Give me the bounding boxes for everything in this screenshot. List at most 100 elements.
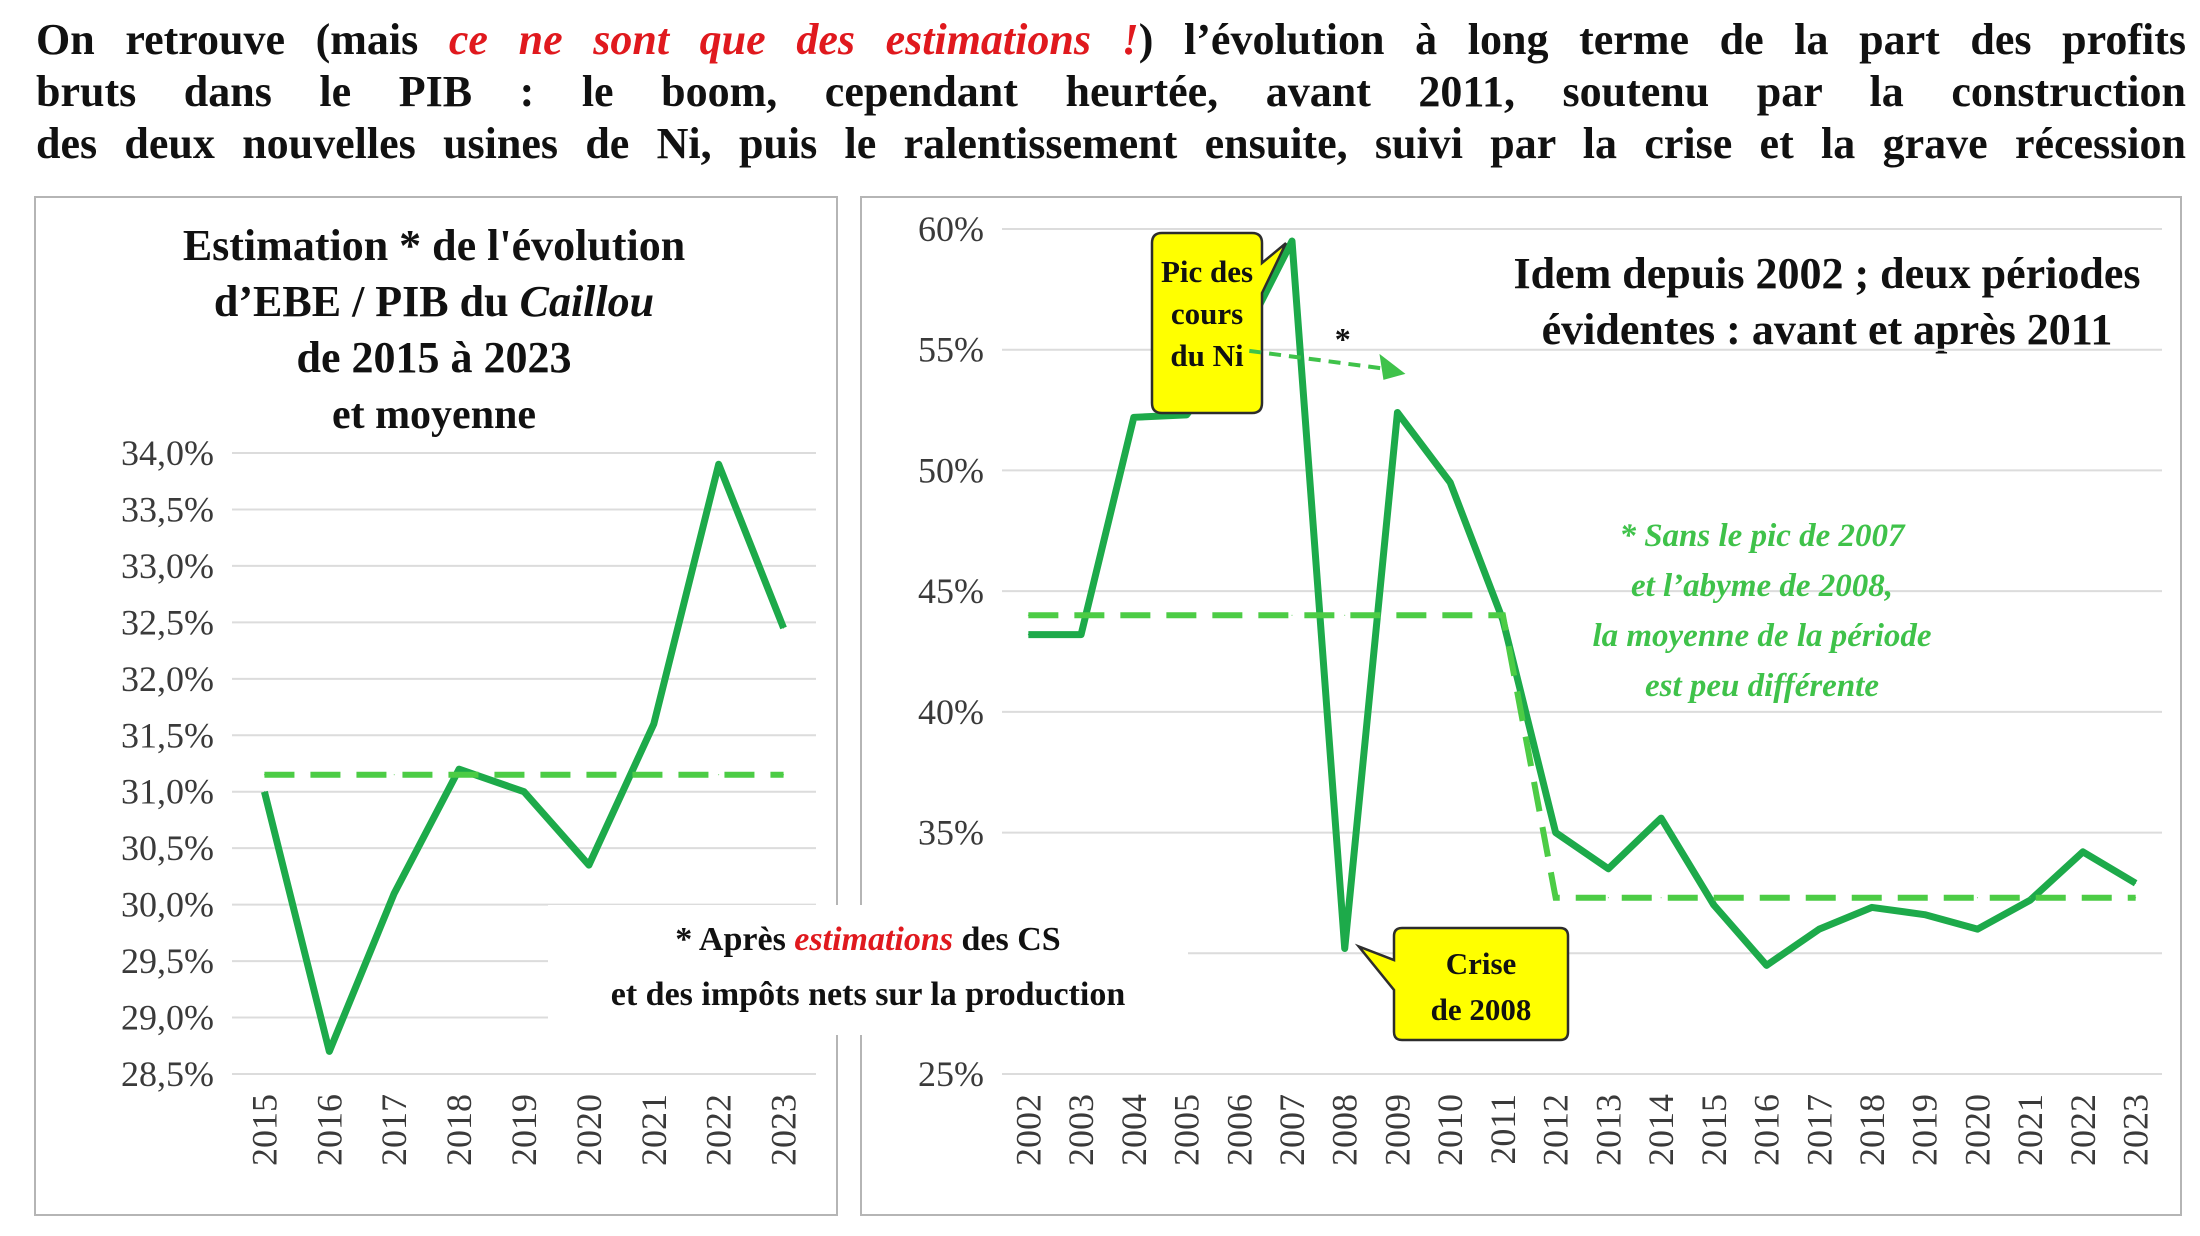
y-tick-label: 45% bbox=[918, 571, 984, 611]
x-tick-label: 2016 bbox=[1747, 1094, 1787, 1166]
data-point bbox=[393, 892, 395, 894]
x-tick-label: 2017 bbox=[374, 1094, 414, 1166]
x-tick-label: 2012 bbox=[1536, 1094, 1576, 1166]
average-series-line bbox=[1028, 612, 2136, 901]
green-note-text: et l’abyme de 2008, bbox=[1631, 568, 1893, 604]
x-tick-label: 2013 bbox=[1588, 1094, 1628, 1166]
y-tick-label: 29,5% bbox=[121, 941, 214, 981]
data-point bbox=[653, 723, 655, 725]
average-point bbox=[718, 774, 720, 776]
y-tick-label: 30,0% bbox=[121, 885, 214, 925]
x-tick-label: 2019 bbox=[504, 1094, 544, 1166]
footnote-line-1: * Après estimations des CS bbox=[675, 921, 1060, 958]
star-marker: * bbox=[1335, 321, 1351, 357]
left-chart: Estimation * de l'évolution d’EBE / PIB d… bbox=[121, 221, 816, 1166]
average-point bbox=[1080, 614, 1082, 616]
data-point bbox=[1818, 928, 1820, 930]
x-tick-label: 2007 bbox=[1272, 1094, 1312, 1166]
peak-callout-text: cours bbox=[1171, 296, 1243, 331]
data-point bbox=[1660, 817, 1662, 819]
intro-paragraph: On retrouve (mais ce ne sont que des est… bbox=[36, 14, 2186, 170]
average-point bbox=[783, 774, 785, 776]
x-tick-label: 2020 bbox=[1957, 1094, 1997, 1166]
average-point bbox=[1186, 614, 1188, 616]
crisis-callout bbox=[1354, 926, 1570, 1042]
intro-red-text: ce ne sont que des estimations ! bbox=[448, 15, 1139, 64]
y-tick-label: 60% bbox=[918, 209, 984, 249]
chart-title-line: évidentes : avant et après 2011 bbox=[1542, 305, 2113, 354]
average-point bbox=[1555, 897, 1557, 899]
y-tick-label: 30,5% bbox=[121, 828, 214, 868]
data-point bbox=[1186, 414, 1188, 416]
intro-line-3: des deux nouvelles usines de Ni, puis le… bbox=[36, 119, 2186, 168]
x-tick-label: 2023 bbox=[764, 1094, 804, 1166]
crisis-callout-text: Crise bbox=[1446, 946, 1517, 981]
data-point bbox=[2029, 899, 2031, 901]
x-tick-label: 2008 bbox=[1325, 1094, 1365, 1166]
x-tick-label: 2002 bbox=[1008, 1094, 1048, 1166]
x-tick-label: 2015 bbox=[1694, 1094, 1734, 1166]
data-point bbox=[783, 627, 785, 629]
y-tick-label: 33,0% bbox=[121, 546, 214, 586]
average-point bbox=[523, 774, 525, 776]
average-point bbox=[653, 774, 655, 776]
data-point bbox=[1766, 964, 1768, 966]
y-tick-label: 32,0% bbox=[121, 659, 214, 699]
average-point bbox=[588, 774, 590, 776]
data-point bbox=[1396, 411, 1398, 413]
y-tick-label: 35% bbox=[918, 813, 984, 853]
average-point bbox=[1713, 897, 1715, 899]
average-point bbox=[1502, 614, 1504, 616]
data-point bbox=[1713, 904, 1715, 906]
chart-title-line: d’EBE / PIB du Caillou bbox=[214, 277, 654, 326]
x-tick-label: 2014 bbox=[1641, 1094, 1681, 1166]
chart-title-line: Idem depuis 2002 ; deux périodes bbox=[1513, 249, 2140, 298]
average-point bbox=[2082, 897, 2084, 899]
chart-title-line: et moyenne bbox=[332, 392, 536, 438]
average-point bbox=[1291, 614, 1293, 616]
y-tick-label: 33,5% bbox=[121, 489, 214, 529]
y-tick-label: 28,5% bbox=[121, 1054, 214, 1094]
data-point bbox=[1976, 928, 1978, 930]
y-tick-label: 55% bbox=[918, 330, 984, 370]
peak-callout-text: Pic des bbox=[1161, 254, 1253, 289]
x-tick-label: 2017 bbox=[1799, 1094, 1839, 1166]
y-tick-label: 25% bbox=[918, 1054, 984, 1094]
data-point bbox=[523, 791, 525, 793]
right-chart-panel: Idem depuis 2002 ; deux périodes évidente… bbox=[860, 196, 2182, 1216]
data-point bbox=[1607, 868, 1609, 870]
x-tick-label: 2009 bbox=[1377, 1094, 1417, 1166]
data-point bbox=[718, 463, 720, 465]
data-point bbox=[1871, 906, 1873, 908]
data-point bbox=[1027, 634, 1029, 636]
intro-line-1: On retrouve (mais ce ne sont que des est… bbox=[36, 15, 2187, 64]
average-point bbox=[263, 774, 265, 776]
y-tick-label: 29,0% bbox=[121, 998, 214, 1038]
data-point bbox=[458, 768, 460, 770]
average-point bbox=[1027, 614, 1029, 616]
intro-line-2: bruts dans le PIB : le boom, cependant h… bbox=[36, 67, 2186, 116]
chart-title-line: de 2015 à 2023 bbox=[297, 333, 572, 382]
average-point bbox=[1133, 614, 1135, 616]
footnote-background bbox=[548, 905, 1188, 1035]
chart-title-line: Estimation * de l'évolution bbox=[183, 221, 685, 270]
footnote-line-2: et des impôts nets sur la production bbox=[611, 976, 1126, 1013]
data-point bbox=[263, 791, 265, 793]
left-chart-panel: Estimation * de l'évolution d’EBE / PIB d… bbox=[34, 196, 838, 1216]
green-note-text: est peu différente bbox=[1645, 668, 1879, 704]
peak-callout bbox=[1150, 231, 1288, 415]
x-tick-label: 2019 bbox=[1905, 1094, 1945, 1166]
average-point bbox=[1449, 614, 1451, 616]
x-tick-label: 2023 bbox=[2116, 1094, 2156, 1166]
average-point bbox=[1344, 614, 1346, 616]
x-tick-label: 2018 bbox=[439, 1094, 479, 1166]
x-tick-label: 2021 bbox=[2010, 1094, 2050, 1166]
x-tick-label: 2010 bbox=[1430, 1094, 1470, 1166]
y-tick-label: 50% bbox=[918, 450, 984, 490]
average-point bbox=[1871, 897, 1873, 899]
x-tick-label: 2004 bbox=[1114, 1094, 1154, 1166]
y-tick-label: 31,5% bbox=[121, 715, 214, 755]
average-point bbox=[1766, 897, 1768, 899]
average-point bbox=[393, 774, 395, 776]
data-point bbox=[1344, 947, 1346, 949]
